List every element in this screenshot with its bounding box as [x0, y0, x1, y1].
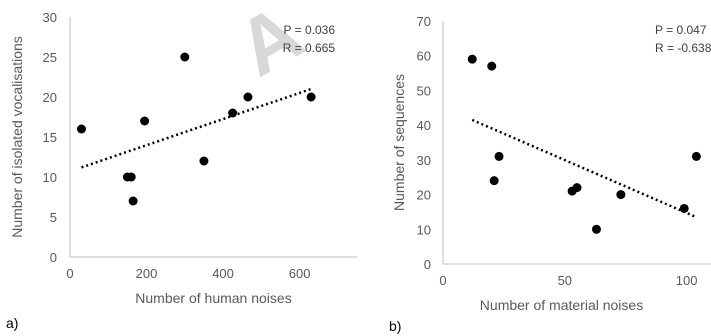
r-value-annotation: R = -0.638 [655, 41, 711, 55]
data-point [591, 224, 601, 234]
data-point [487, 61, 497, 71]
p-value-annotation: P = 0.036 [284, 23, 336, 37]
y-tick-label: 20 [417, 188, 431, 203]
data-point [679, 203, 689, 213]
data-point [126, 172, 136, 182]
y-tick-label: 5 [50, 210, 57, 225]
y-tick-label: 60 [417, 49, 431, 64]
x-tick-label: 200 [136, 266, 158, 281]
y-tick-label: 10 [43, 170, 57, 185]
data-point [76, 124, 86, 134]
data-point [494, 151, 504, 161]
x-axis-label: Number of material noises [480, 297, 643, 313]
chart-panel-b: 0 10 20 30 40 50 60 70 0 50 100 Number of material … [389, 14, 711, 334]
data-point [199, 156, 209, 166]
data-point [489, 176, 499, 186]
y-tick-label: 0 [50, 250, 57, 265]
x-tick-label: 0 [439, 273, 446, 288]
chart-panel-a: 0 5 10 15 20 25 30 0 200 400 600 Number of human no… [6, 10, 357, 331]
panel-label: b) [389, 318, 401, 334]
r-value-annotation: R = 0.665 [283, 41, 336, 55]
y-axis-label: Number of sequences [391, 74, 407, 211]
data-point [691, 151, 701, 161]
y-axis-label: Number of isolated vocalisations [9, 36, 25, 238]
x-axis-label: Number of human noises [135, 290, 291, 306]
y-tick-label: 70 [417, 14, 431, 29]
y-tick-label: 30 [417, 153, 431, 168]
data-point [243, 92, 253, 102]
y-tick-label: 0 [424, 257, 431, 272]
y-tick-label: 15 [43, 130, 57, 145]
p-value-annotation: P = 0.047 [655, 23, 707, 37]
y-tick-label: 40 [417, 118, 431, 133]
y-tick-label: 20 [43, 90, 57, 105]
x-tick-label: 50 [558, 273, 572, 288]
data-point [228, 108, 238, 118]
trendline [471, 118, 697, 219]
data-point [128, 196, 138, 206]
data-point [306, 92, 316, 102]
panel-label: a) [6, 315, 18, 331]
data-point [572, 183, 582, 193]
x-tick-label: 400 [212, 266, 234, 281]
x-tick-label: 0 [66, 266, 73, 281]
y-tick-label: 30 [43, 10, 57, 25]
trendline [81, 87, 312, 169]
data-point [180, 52, 190, 62]
y-tick-label: 10 [417, 222, 431, 237]
x-tick-label: 600 [289, 266, 311, 281]
x-tick-label: 100 [676, 273, 698, 288]
data-point [616, 190, 626, 200]
y-tick-label: 25 [43, 50, 57, 65]
y-tick-label: 50 [417, 83, 431, 98]
data-point [140, 116, 150, 126]
data-point [467, 54, 477, 64]
